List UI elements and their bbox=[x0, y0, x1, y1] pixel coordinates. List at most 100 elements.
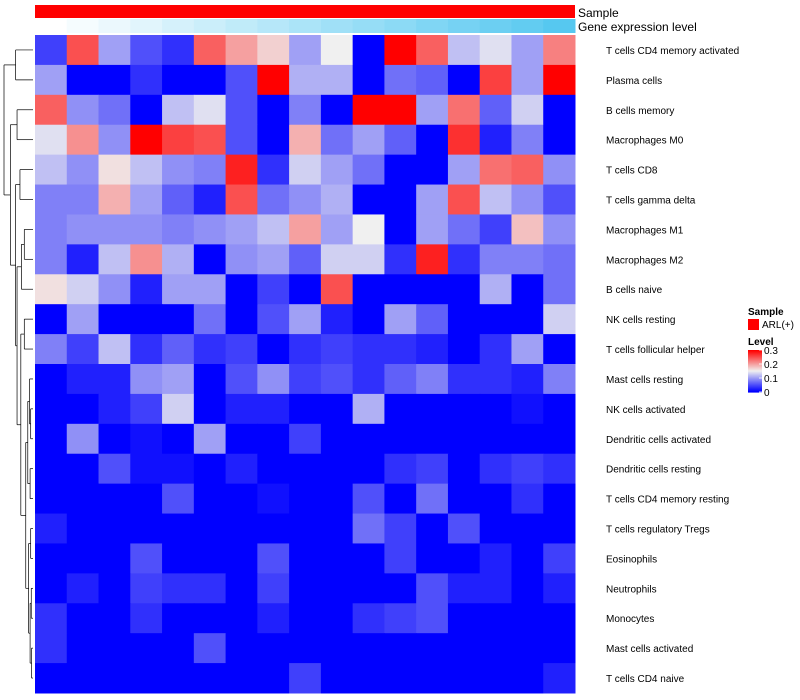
legend-colorbar-step bbox=[748, 361, 762, 363]
heatmap-cell bbox=[479, 393, 512, 425]
heatmap-cell bbox=[320, 214, 354, 245]
heatmap-cell bbox=[66, 35, 100, 66]
row-label: Monocytes bbox=[606, 614, 654, 625]
legend-colorbar-step bbox=[748, 357, 762, 359]
heatmap-cell bbox=[257, 35, 290, 66]
heatmap-cell bbox=[320, 184, 354, 215]
legend-colorbar-step bbox=[748, 370, 762, 372]
heatmap-cell bbox=[352, 274, 385, 305]
heatmap-cell bbox=[320, 35, 354, 66]
expression-track-cell bbox=[130, 19, 163, 33]
heatmap-cell bbox=[447, 423, 481, 455]
heatmap-cell bbox=[511, 364, 544, 395]
heatmap-cell bbox=[130, 483, 163, 515]
heatmap-cell bbox=[162, 543, 195, 574]
heatmap-cell bbox=[257, 453, 290, 485]
heatmap-cell bbox=[543, 274, 576, 305]
expression-track-cell bbox=[543, 19, 576, 33]
heatmap-cell bbox=[98, 633, 131, 664]
heatmap-cell bbox=[320, 423, 354, 455]
heatmap-cell bbox=[257, 393, 290, 425]
row-dendrogram bbox=[3, 49, 33, 679]
heatmap-cell bbox=[543, 124, 576, 156]
heatmap-cell bbox=[130, 64, 163, 96]
legend-sample-title: Sample bbox=[748, 307, 784, 318]
heatmap-cell bbox=[193, 124, 227, 156]
heatmap-cell bbox=[130, 633, 163, 664]
heatmap-cell bbox=[511, 184, 544, 215]
heatmap-cell bbox=[352, 184, 385, 215]
heatmap-cell bbox=[543, 94, 576, 126]
heatmap-cell bbox=[352, 453, 385, 485]
heatmap-cell bbox=[257, 304, 290, 335]
legend-colorbar-step bbox=[748, 350, 762, 352]
heatmap-cell bbox=[543, 453, 576, 485]
heatmap-cell bbox=[352, 304, 385, 335]
heatmap-cell bbox=[384, 573, 417, 604]
heatmap-cell bbox=[289, 64, 322, 96]
legend-colorbar-step bbox=[748, 391, 762, 393]
heatmap-cell bbox=[35, 513, 68, 544]
heatmap-cell bbox=[320, 543, 354, 574]
heatmap-cell bbox=[66, 364, 100, 395]
heatmap-cell bbox=[447, 334, 481, 365]
heatmap-cell bbox=[225, 35, 258, 66]
heatmap-cell bbox=[66, 573, 100, 604]
legend-colorbar-step bbox=[748, 384, 762, 386]
heatmap-cell bbox=[384, 244, 417, 275]
heatmap-cell bbox=[447, 304, 481, 335]
heatmap-cell bbox=[511, 304, 544, 335]
heatmap-cell bbox=[130, 94, 163, 126]
heatmap-cell bbox=[130, 393, 163, 425]
heatmap-cell bbox=[479, 304, 512, 335]
heatmap-cell bbox=[193, 663, 227, 694]
heatmap-cell bbox=[98, 334, 131, 365]
heatmap-cell bbox=[162, 304, 195, 335]
heatmap-cell bbox=[384, 214, 417, 245]
heatmap-cell bbox=[35, 94, 68, 126]
heatmap-cell bbox=[511, 35, 544, 66]
legend-colorbar-step bbox=[748, 367, 762, 369]
heatmap-cell bbox=[193, 214, 227, 245]
expression-track-cell bbox=[384, 19, 417, 33]
row-label: B cells memory bbox=[606, 106, 674, 117]
heatmap-cell bbox=[352, 124, 385, 156]
expression-track-label: Gene expression level bbox=[578, 20, 697, 34]
row-label: T cells follicular helper bbox=[606, 345, 705, 356]
heatmap-cell bbox=[257, 663, 290, 694]
heatmap-cell bbox=[320, 603, 354, 634]
heatmap-cell bbox=[225, 423, 258, 455]
expression-track-cell bbox=[98, 19, 131, 33]
heatmap-cell bbox=[479, 663, 512, 694]
heatmap-cell bbox=[447, 64, 481, 96]
heatmap-cell bbox=[35, 154, 68, 186]
heatmap-cell bbox=[193, 184, 227, 215]
legend-tick-label: 0.1 bbox=[764, 374, 778, 385]
heatmap-cell bbox=[384, 35, 417, 66]
heatmap-cell bbox=[66, 453, 100, 485]
heatmap-cell bbox=[193, 244, 227, 275]
heatmap-cell bbox=[98, 364, 131, 395]
legend-sample-item: ARL(+) bbox=[762, 320, 794, 331]
row-label: Macrophages M0 bbox=[606, 136, 684, 147]
heatmap-cell bbox=[257, 603, 290, 634]
heatmap-cell bbox=[543, 663, 576, 694]
heatmap-cells bbox=[35, 35, 576, 694]
heatmap-cell bbox=[543, 393, 576, 425]
legend-colorbar-step bbox=[748, 354, 762, 356]
heatmap-cell bbox=[130, 244, 163, 275]
heatmap-cell bbox=[66, 633, 100, 664]
heatmap-cell bbox=[352, 543, 385, 574]
heatmap-cell bbox=[447, 633, 481, 664]
heatmap-cell bbox=[543, 304, 576, 335]
heatmap-cell bbox=[447, 274, 481, 305]
heatmap-cell bbox=[35, 244, 68, 275]
heatmap-cell bbox=[543, 573, 576, 604]
legend-colorbar-step bbox=[748, 358, 762, 360]
heatmap-cell bbox=[98, 483, 131, 515]
heatmap-cell bbox=[479, 124, 512, 156]
heatmap-cell bbox=[66, 214, 100, 245]
heatmap-cell bbox=[352, 483, 385, 515]
heatmap-cell bbox=[257, 124, 290, 156]
heatmap-cell bbox=[384, 154, 417, 186]
